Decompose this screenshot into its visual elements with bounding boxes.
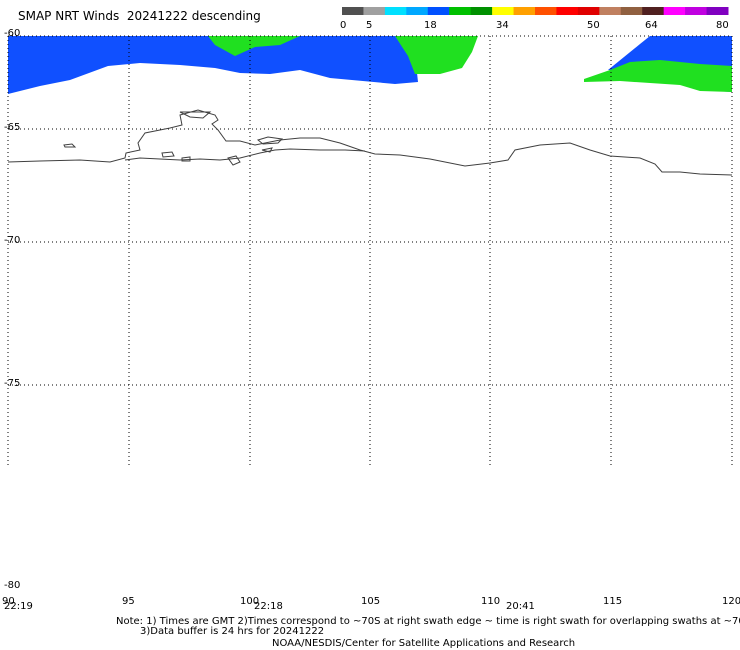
note-line-3: NOAA/NESDIS/Center for Satellite Applica… (272, 638, 576, 649)
colorbar-segment (449, 7, 472, 15)
colorbar-segment (535, 7, 557, 15)
lon-label-110: 110 (481, 596, 501, 607)
colorbar-segment (663, 7, 686, 15)
lat-label-65: -65 (4, 122, 21, 133)
lat-label-70: -70 (4, 235, 21, 246)
colorbar-segment (642, 7, 665, 15)
colorbar-segment (492, 7, 515, 15)
colorbar-segment (685, 7, 708, 15)
lon-label-100: 100 (240, 596, 260, 607)
swath-blue-left (8, 36, 418, 94)
colorbar-segment (384, 7, 407, 15)
colorbar-segment (406, 7, 429, 15)
colorbar-label: 18 (424, 20, 437, 31)
lon-label-95: 95 (122, 596, 135, 607)
colorbar-segment (706, 7, 729, 15)
lon-label-90: 90 (2, 596, 15, 607)
colorbar-segment (620, 7, 643, 15)
map-title: SMAP NRT Winds 20241222 descending (18, 9, 261, 23)
colorbar-segment (577, 7, 600, 15)
colorbar-segment (342, 7, 364, 15)
lon-label-105: 105 (361, 596, 381, 607)
colorbar-segment (427, 7, 450, 15)
note-line-2: 3)Data buffer is 24 hrs for 20241222 (140, 626, 325, 637)
colorbar-segment (363, 7, 386, 15)
coastline (7, 109, 733, 176)
lat-label-60: -60 (4, 28, 21, 39)
colorbar-label: 64 (645, 20, 658, 31)
colorbar-segment (599, 7, 622, 15)
swath-green-center (208, 36, 300, 56)
swath-green-center-2 (395, 36, 478, 74)
swath-time-2: 22:18 (254, 601, 283, 612)
lon-label-120: 120 (722, 596, 740, 607)
swath-time-1: 22:19 (4, 601, 33, 612)
lat-label-75: -75 (4, 378, 21, 389)
lon-label-115: 115 (603, 596, 623, 607)
colorbar-label: 0 (340, 20, 347, 31)
grid-lines (7, 35, 733, 465)
colorbar-segment (470, 7, 493, 15)
colorbar-label: 5 (366, 20, 373, 31)
wind-swaths (8, 36, 732, 94)
colorbar-label: 50 (587, 20, 600, 31)
note-line-1: Note: 1) Times are GMT 2)Times correspon… (116, 616, 740, 627)
swath-green-right (584, 60, 732, 92)
colorbar-label: 34 (496, 20, 509, 31)
swath-time-3: 20:41 (506, 601, 535, 612)
colorbar-label: 80 (716, 20, 729, 31)
lat-label-80: -80 (4, 580, 21, 591)
colorbar-segment (556, 7, 579, 15)
colorbar (342, 7, 729, 15)
colorbar-segment (513, 7, 536, 15)
